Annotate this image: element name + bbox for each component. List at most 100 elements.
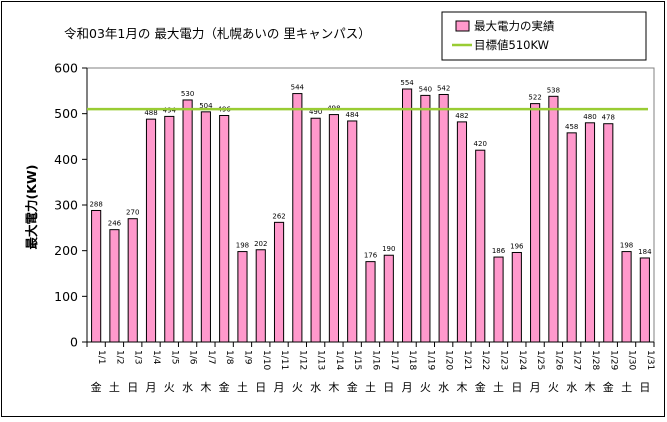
- data-label: 544: [291, 84, 305, 92]
- data-label: 482: [455, 112, 468, 120]
- chart-title: 令和03年1月の 最大電力（札幌あいの 里キャンパス）: [64, 26, 371, 41]
- x-tick-label: 1/31: [645, 350, 655, 370]
- weekday-label: 土: [237, 381, 248, 394]
- bar: [109, 229, 120, 343]
- data-label: 176: [364, 252, 378, 260]
- legend-swatch-bars: [455, 20, 470, 32]
- data-label: 458: [565, 123, 578, 131]
- data-label: 262: [272, 212, 285, 220]
- x-tick-label: 1/11: [279, 350, 289, 370]
- x-tick-label: 1/6: [188, 350, 198, 365]
- data-label: 186: [492, 247, 506, 255]
- x-tick-label: 1/16: [371, 350, 381, 370]
- bar: [621, 251, 632, 343]
- x-tick-label: 1/10: [261, 350, 271, 370]
- data-label: 494: [163, 106, 177, 114]
- weekday-label: 火: [420, 381, 431, 394]
- plot-area: 0 100 200 300 400 500 600 288 246 270 488 494 530 504…: [54, 61, 655, 395]
- data-label: 198: [236, 242, 249, 250]
- bar: [548, 95, 559, 343]
- data-label: 530: [181, 90, 194, 98]
- weekday-label: 日: [127, 381, 138, 394]
- bar: [182, 99, 193, 343]
- y-tick-label: 200: [54, 243, 78, 258]
- y-tick-label: 0: [70, 335, 78, 350]
- y-tick-label: 300: [54, 198, 78, 213]
- data-label: 196: [510, 242, 524, 250]
- weekday-label: 金: [219, 380, 230, 394]
- weekday-label: 火: [164, 381, 175, 394]
- bar: [273, 221, 285, 343]
- data-label: 270: [126, 209, 139, 217]
- bar: [347, 120, 358, 343]
- weekday-label: 金: [475, 380, 486, 394]
- weekday-label: 木: [456, 381, 467, 394]
- weekday-label: 土: [365, 381, 376, 394]
- data-label: 522: [528, 94, 541, 102]
- bar: [639, 257, 650, 343]
- weekday-label: 金: [603, 380, 614, 394]
- weekday-label: 金: [347, 380, 358, 394]
- bar: [383, 254, 394, 343]
- weekday-label: 月: [274, 381, 285, 394]
- weekday-label: 木: [584, 381, 595, 394]
- data-label: 488: [144, 109, 157, 117]
- x-tick-label: 1/24: [517, 350, 527, 370]
- weekday-label: 火: [292, 381, 303, 394]
- bar: [328, 114, 339, 343]
- bar: [402, 88, 413, 343]
- weekday-label: 日: [383, 381, 394, 394]
- data-label: 484: [346, 111, 360, 119]
- data-label: 190: [382, 245, 395, 253]
- x-tick-label: 1/30: [627, 350, 637, 370]
- data-label: 198: [620, 242, 633, 250]
- weekday-label: 水: [310, 381, 321, 394]
- data-label: 542: [437, 84, 450, 92]
- legend-label-target: 目標値510KW: [474, 38, 549, 52]
- bar: [584, 122, 596, 343]
- x-tick-label: 1/17: [389, 350, 399, 370]
- y-tick-label: 400: [54, 152, 78, 167]
- x-tick-label: 1/9: [242, 350, 252, 365]
- weekday-label: 水: [182, 381, 193, 394]
- weekday-label: 土: [493, 381, 504, 394]
- bar: [200, 111, 211, 343]
- bar: [475, 149, 486, 343]
- data-label: 490: [309, 108, 322, 116]
- y-axis-label: 最大電力(KW): [24, 165, 39, 250]
- data-label: 288: [89, 200, 102, 208]
- y-tick-label: 100: [54, 289, 78, 304]
- data-label: 478: [602, 114, 615, 122]
- x-tick-label: 1/5: [169, 350, 179, 364]
- bar: [255, 249, 266, 343]
- x-tick-label: 1/3: [133, 350, 143, 364]
- weekday-label: 日: [255, 381, 266, 394]
- weekday-label: 日: [639, 381, 650, 394]
- legend-box: [441, 11, 647, 61]
- x-tick-label: 1/8: [224, 350, 234, 365]
- bar: [127, 218, 138, 343]
- bar: [310, 117, 321, 343]
- x-tick-label: 1/18: [407, 350, 417, 370]
- x-tick-label: 1/13: [316, 350, 326, 370]
- weekday-label: 月: [402, 381, 413, 394]
- weekday-label: 水: [438, 381, 449, 394]
- x-tick-label: 1/26: [553, 350, 563, 370]
- legend-label-bars: 最大電力の実績: [474, 19, 555, 33]
- weekday-label: 月: [530, 381, 541, 394]
- x-tick-label: 1/1: [96, 350, 106, 364]
- x-tick-label: 1/27: [572, 350, 582, 370]
- bar: [292, 93, 303, 343]
- bar: [145, 118, 157, 343]
- data-label: 538: [547, 86, 560, 94]
- x-tick-label: 1/15: [352, 350, 362, 370]
- data-label: 554: [400, 79, 414, 87]
- weekday-label: 土: [109, 381, 120, 394]
- x-tick-label: 1/25: [535, 350, 545, 370]
- y-tick-label: 500: [54, 106, 78, 121]
- x-tick-label: 1/23: [499, 350, 509, 370]
- x-tick-label: 1/2: [114, 350, 124, 364]
- data-label: 480: [583, 113, 596, 121]
